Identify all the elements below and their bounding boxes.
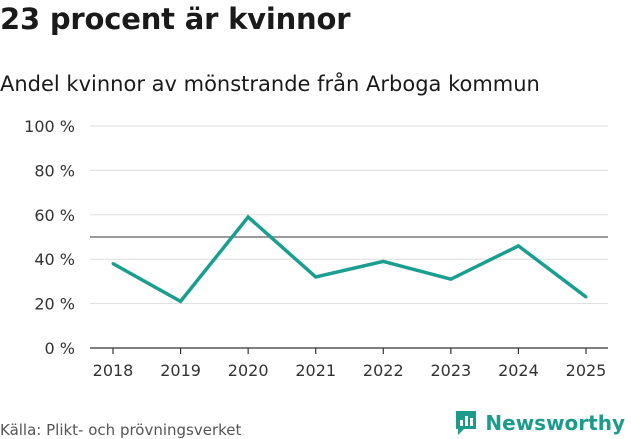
- y-tick-label: 40 %: [34, 250, 75, 269]
- data-point: [449, 277, 453, 281]
- series-line: [112, 214, 588, 304]
- data-point: [314, 275, 318, 279]
- series: [111, 214, 588, 304]
- x-tick-label: 2018: [93, 361, 134, 380]
- brand-logo: Newsworthy: [454, 408, 625, 438]
- newsworthy-icon: [456, 411, 477, 435]
- data-point: [584, 295, 588, 299]
- data-point: [179, 299, 183, 303]
- x-tick-label: 2021: [295, 361, 336, 380]
- y-tick-label: 80 %: [34, 161, 75, 180]
- chart-title: 23 procent är kvinnor: [0, 2, 351, 36]
- x-tick-label: 2020: [228, 361, 269, 380]
- data-point: [246, 215, 250, 219]
- x-tick-label: 2022: [363, 361, 404, 380]
- y-tick-label: 100 %: [24, 117, 75, 136]
- y-tick-label: 60 %: [34, 206, 75, 225]
- x-tick-label: 2019: [160, 361, 201, 380]
- grid: [90, 125, 608, 305]
- y-tick-label: 0 %: [45, 339, 75, 358]
- y-tick-label: 20 %: [34, 295, 75, 314]
- x-tick-label: 2024: [498, 361, 539, 380]
- source-note: Källa: Plikt- och prövningsverket: [0, 421, 242, 439]
- data-point: [111, 262, 115, 266]
- chart-subtitle: Andel kvinnor av mönstrande från Arboga …: [0, 72, 540, 96]
- axes: 0 % 20 % 40 % 60 % 80 % 100 % 2018 2019 2020 2021…: [24, 117, 608, 380]
- brand-name: Newsworthy: [485, 411, 625, 435]
- x-tick-label: 2023: [430, 361, 471, 380]
- line-chart: 0 % 20 % 40 % 60 % 80 % 100 % 2018 2019 2020 2021…: [24, 117, 608, 380]
- data-point: [516, 244, 520, 248]
- x-tick-label: 2025: [566, 361, 607, 380]
- data-point: [381, 259, 385, 263]
